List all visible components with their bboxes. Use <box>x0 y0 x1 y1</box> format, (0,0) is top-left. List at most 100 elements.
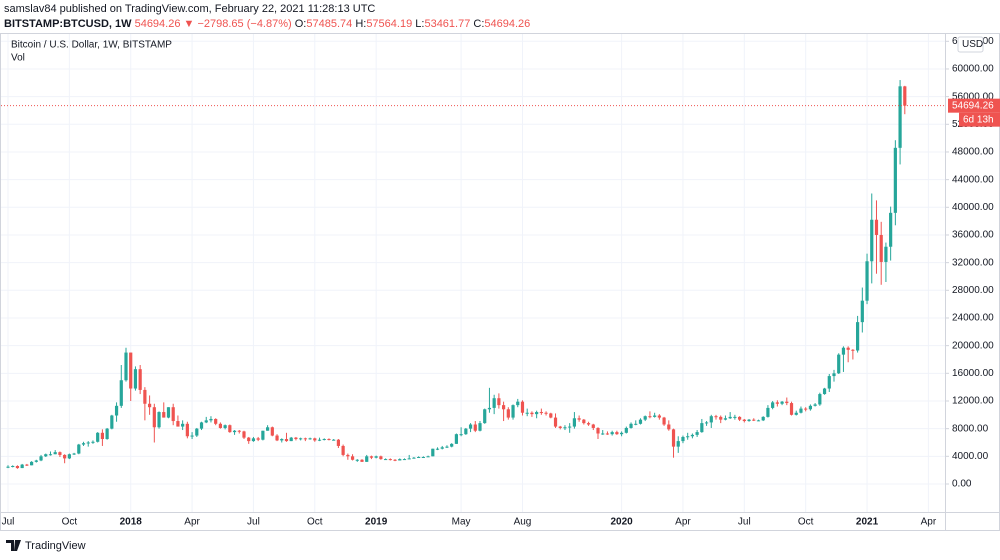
candle-body <box>860 300 864 323</box>
candle-body <box>242 431 246 438</box>
candle-body <box>549 413 553 418</box>
candle-body <box>148 403 152 408</box>
brand: TradingView <box>25 540 86 552</box>
candle-body <box>714 416 718 418</box>
candle-body <box>728 416 732 419</box>
candle-body <box>780 401 784 404</box>
currency-badge <box>957 36 984 53</box>
last-price-label: 54694.26 <box>952 100 994 111</box>
candle-body <box>256 438 260 440</box>
candle-body <box>898 86 902 148</box>
candle-body <box>497 398 501 406</box>
candle-body <box>435 448 440 450</box>
candle-body <box>393 459 397 461</box>
y-tick-label: 60000.00 <box>952 64 994 75</box>
candle-body <box>662 417 666 425</box>
candle-body <box>190 435 194 437</box>
candle-body <box>402 459 407 461</box>
candle-body <box>827 376 831 389</box>
candle-body <box>459 434 463 436</box>
change: −2798.65 (−4.87%) <box>197 18 292 30</box>
y-tick-label: 48000.00 <box>952 147 994 158</box>
candle-body <box>199 422 204 429</box>
candle-body <box>114 405 119 416</box>
candle-body <box>209 418 213 421</box>
candle-body <box>695 432 699 435</box>
candle-body <box>289 437 293 442</box>
candle-body <box>502 405 506 410</box>
x-tick-label: Apr <box>921 517 937 528</box>
candle-body <box>91 441 95 443</box>
candle-body <box>586 423 591 425</box>
candle-body <box>605 433 610 435</box>
y-tick-label: 56000.00 <box>952 91 994 102</box>
candle-body <box>15 466 20 469</box>
candle-body <box>440 447 444 449</box>
candle-body <box>299 438 303 440</box>
candle-body <box>473 424 477 431</box>
candle-body <box>799 408 803 413</box>
y-tick-label: 4000.00 <box>952 451 989 462</box>
candle-body <box>903 86 907 106</box>
candle-body <box>865 261 869 301</box>
candle-body <box>110 415 114 429</box>
countdown: 6d 13h <box>963 114 994 125</box>
candle-body <box>162 412 166 418</box>
y-tick-label: 28000.00 <box>952 285 994 296</box>
candle-body <box>563 427 567 429</box>
candle-body <box>284 439 289 442</box>
candle-body <box>350 456 355 460</box>
candle-body <box>870 219 874 262</box>
candle-body <box>454 434 458 444</box>
candle-body <box>308 438 312 440</box>
candle-body <box>275 435 279 441</box>
y-tick-label: 8000.00 <box>952 423 989 434</box>
grid <box>1 34 945 512</box>
volume-label: Vol <box>11 53 25 64</box>
candle-body <box>483 409 487 424</box>
x-tick-label: May <box>452 517 471 528</box>
currency: USD <box>962 39 983 50</box>
candle-body <box>818 394 822 405</box>
candle-body <box>601 433 605 435</box>
candle-body <box>756 420 761 422</box>
candle-body <box>294 437 298 440</box>
candle-body <box>336 439 340 446</box>
candle-body <box>856 322 860 351</box>
x-tick-label: Jul <box>2 517 15 528</box>
candle-body <box>133 369 138 389</box>
symbol-line: BITSTAMP:BTCUSD, 1W 54694.26 ▼ −2798.65 … <box>4 17 530 32</box>
header: samslav84 published on TradingView.com, … <box>4 2 530 32</box>
candle-body <box>841 347 846 355</box>
candle-body <box>398 459 402 461</box>
candle-body <box>384 459 388 461</box>
x-tick-label: Jul <box>247 517 260 528</box>
candle-body <box>596 427 600 434</box>
candle-body <box>539 412 543 414</box>
candle-body <box>341 445 345 455</box>
candle-body <box>610 432 614 435</box>
candle-body <box>251 438 256 442</box>
candle-body <box>846 347 850 350</box>
last-price: 54694.26 <box>134 18 181 30</box>
candle-body <box>478 423 482 431</box>
candle-body <box>525 412 529 414</box>
candle-body <box>195 428 199 436</box>
candle-body <box>369 456 374 458</box>
low-value: 53461.77 <box>424 18 471 30</box>
candle-body <box>516 401 520 406</box>
candle-body <box>738 416 742 420</box>
down-arrow: ▼ <box>183 18 195 30</box>
candle-body <box>58 452 62 455</box>
candle-body <box>653 415 657 417</box>
y-tick-label: 36000.00 <box>952 230 994 241</box>
candle-body <box>48 454 53 456</box>
candle-body <box>67 454 71 459</box>
candle-body <box>893 147 897 213</box>
candle-body <box>176 421 180 427</box>
x-tick-label: 2020 <box>610 517 633 528</box>
y-tick-label: 24000.00 <box>952 313 994 324</box>
candle-body <box>464 428 468 435</box>
candle-body <box>690 434 694 437</box>
